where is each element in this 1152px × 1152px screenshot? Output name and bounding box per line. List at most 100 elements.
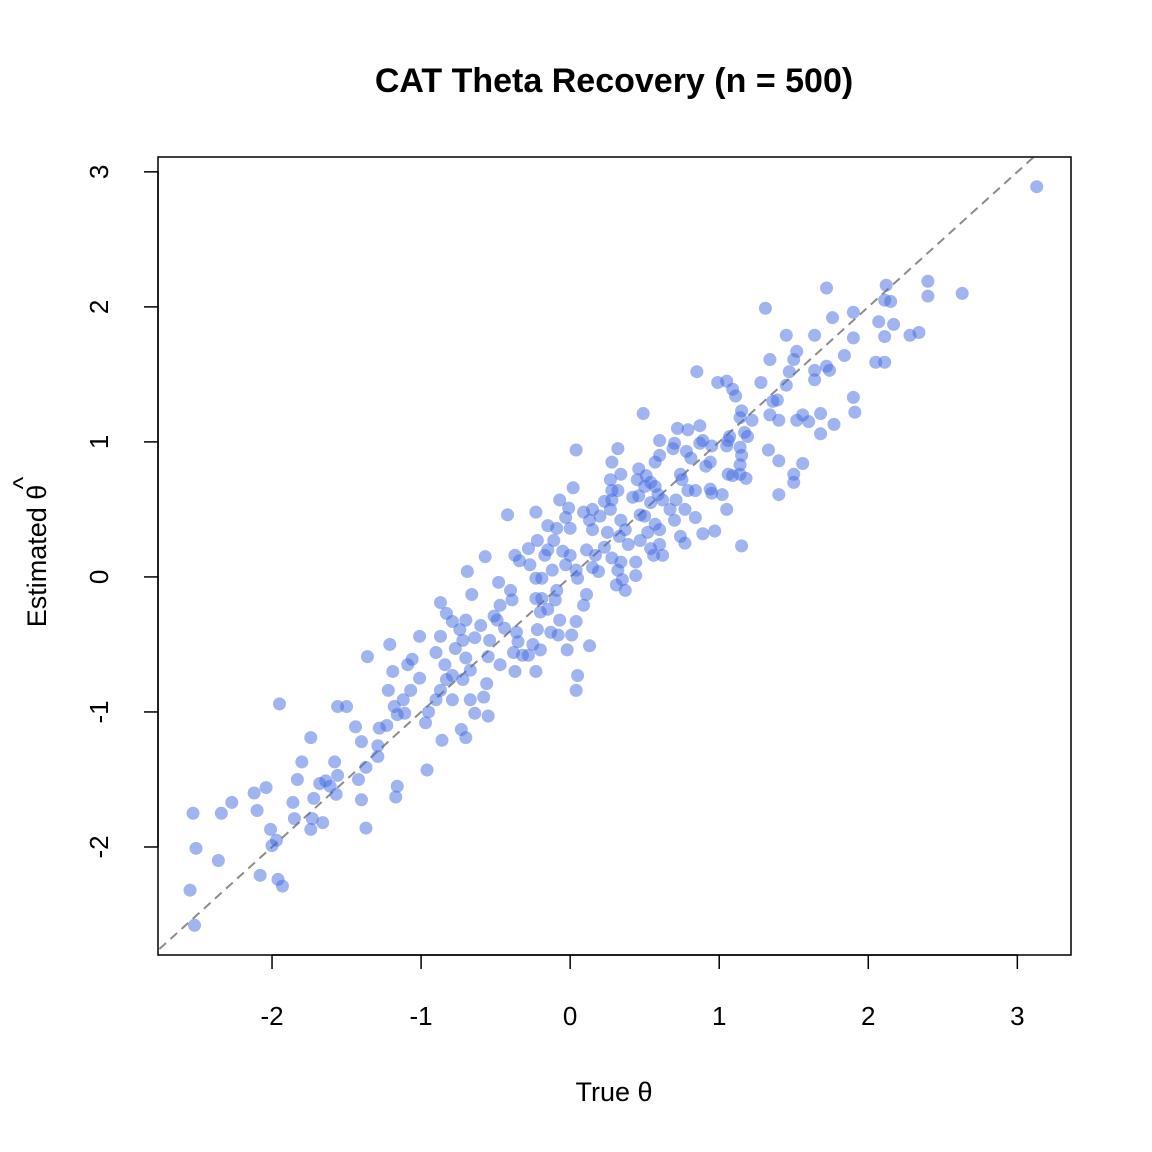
data-point (463, 663, 477, 677)
data-point (779, 378, 793, 392)
data-point (629, 555, 643, 569)
data-point (569, 614, 583, 628)
data-point (878, 355, 892, 369)
data-point (559, 511, 573, 525)
data-point (413, 629, 427, 643)
data-point (340, 700, 354, 714)
data-point (474, 619, 488, 633)
data-point (481, 650, 495, 664)
data-point (612, 529, 626, 543)
data-point (577, 505, 591, 519)
data-point (389, 790, 403, 804)
data-point (638, 509, 652, 523)
data-point (465, 587, 479, 601)
data-point (456, 673, 470, 687)
data-point (420, 763, 434, 777)
data-point (533, 643, 547, 657)
data-point (511, 635, 525, 649)
data-point (571, 571, 585, 585)
x-tick-label: 1 (712, 1001, 726, 1031)
data-point (754, 375, 768, 389)
data-point (272, 697, 286, 711)
data-point (802, 415, 816, 429)
data-point (878, 293, 892, 307)
data-point (183, 883, 197, 897)
data-point (498, 621, 512, 635)
data-point (688, 511, 702, 525)
data-point (547, 533, 561, 547)
data-point (814, 427, 828, 441)
data-point (401, 658, 415, 672)
data-point (763, 353, 777, 367)
data-point (553, 493, 567, 507)
data-point (501, 508, 515, 522)
data-point (633, 533, 647, 547)
data-point (275, 879, 289, 893)
data-point (600, 525, 614, 539)
data-point (846, 390, 860, 404)
x-axis: -2 -1 0 1 2 3 (260, 954, 1025, 1031)
data-point (459, 731, 473, 745)
data-point (508, 664, 522, 678)
data-point (681, 484, 695, 498)
data-point (521, 542, 535, 556)
data-point (331, 700, 345, 714)
data-point (371, 739, 385, 753)
data-point (879, 278, 893, 292)
data-point (360, 650, 374, 664)
data-point (787, 475, 801, 489)
data-point (530, 533, 544, 547)
data-point (790, 413, 804, 427)
data-point (483, 633, 497, 647)
data-point (647, 548, 661, 562)
data-point (681, 423, 695, 437)
data-point (287, 812, 301, 826)
data-point (666, 442, 680, 456)
data-point (569, 443, 583, 457)
data-point (478, 550, 492, 564)
x-axis-label: True θ (575, 1077, 652, 1107)
data-point (508, 548, 522, 562)
data-point (548, 593, 562, 607)
data-point (733, 458, 747, 472)
data-point (745, 413, 759, 427)
data-point (480, 677, 494, 691)
data-point (586, 523, 600, 537)
data-point (295, 755, 309, 769)
data-point (351, 772, 365, 786)
data-point (435, 733, 449, 747)
data-point (663, 502, 677, 516)
data-point (390, 708, 404, 722)
data-point (903, 328, 917, 342)
data-point (189, 841, 203, 855)
data-point (878, 330, 892, 344)
data-point (492, 575, 506, 589)
data-point (305, 812, 319, 826)
data-point (708, 524, 722, 538)
data-point (529, 664, 543, 678)
data-point (846, 331, 860, 345)
y-tick-label: 2 (84, 300, 114, 314)
data-point (481, 709, 495, 723)
data-point (720, 502, 734, 516)
chart-title: CAT Theta Recovery (n = 500) (375, 62, 853, 100)
data-point (349, 720, 363, 734)
y-axis-label-hat: ^ (8, 476, 38, 489)
data-point (438, 658, 452, 672)
data-point (313, 777, 327, 791)
data-point (636, 407, 650, 421)
data-point (577, 598, 591, 612)
data-point (808, 373, 822, 387)
data-point (259, 781, 273, 795)
x-tick-label: 3 (1010, 1001, 1024, 1031)
data-point (445, 668, 459, 682)
data-point (921, 289, 935, 303)
data-point (247, 786, 261, 800)
data-point (678, 502, 692, 516)
data-point (696, 527, 710, 541)
data-point (529, 505, 543, 519)
x-tick-label: -2 (260, 1001, 283, 1031)
data-point (551, 628, 565, 642)
data-point (814, 407, 828, 421)
